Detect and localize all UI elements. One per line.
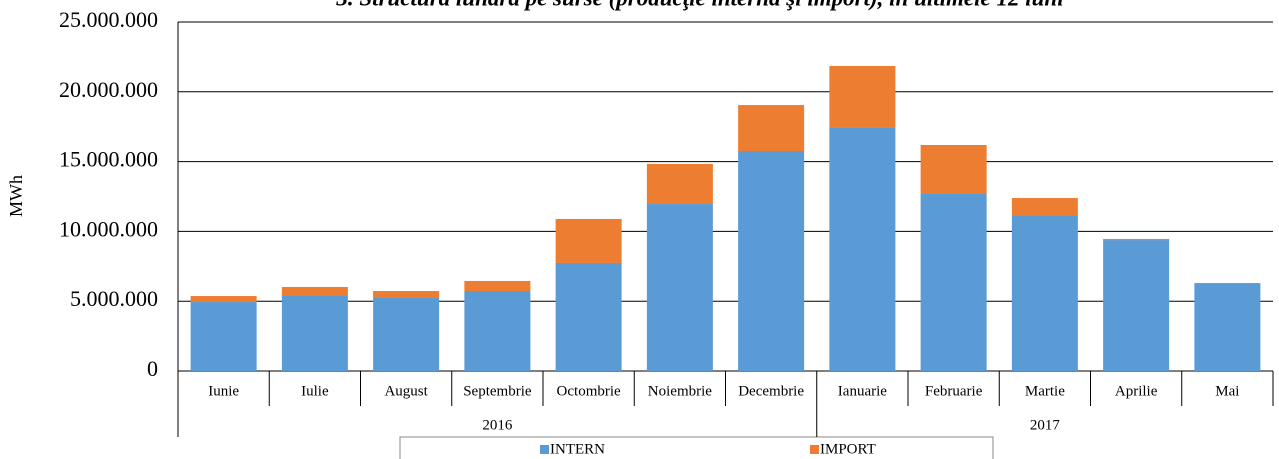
bar-segment (738, 105, 805, 151)
bar-segment (190, 296, 257, 303)
bar-segment (555, 218, 622, 263)
bar-segment (646, 163, 713, 205)
chart-title: 3. Structura lunară pe surse (producţie … (335, 0, 1064, 10)
x-tick-label: Noiembrie (648, 383, 712, 399)
bar-segment (1194, 283, 1261, 371)
x-tick-label: Iulie (301, 383, 329, 399)
legend-label: IMPORT (820, 441, 876, 457)
y-tick-label: 0 (147, 356, 158, 381)
group-label: 2017 (1030, 417, 1061, 433)
bar-segment (738, 150, 805, 371)
x-tick-label: Mai (1215, 383, 1239, 399)
y-tick-label: 20.000.000 (59, 77, 158, 102)
x-tick-label: Februarie (925, 383, 983, 399)
bar-segment (555, 262, 622, 371)
bar-segment (373, 297, 440, 371)
y-tick-label: 5.000.000 (70, 286, 158, 311)
bar-segment (190, 302, 257, 371)
bar-segment (464, 280, 531, 292)
legend-swatch (540, 445, 549, 454)
x-tick-label: Martie (1025, 383, 1065, 399)
legend-label: INTERN (550, 441, 605, 457)
x-tick-label: Iunie (208, 383, 239, 399)
x-tick-label: Decembrie (738, 383, 804, 399)
x-tick-label: Septembrie (463, 383, 532, 399)
legend-swatch (810, 445, 819, 454)
bar-segment (829, 65, 896, 128)
bar-segment (920, 193, 987, 371)
bar-segment (1011, 198, 1078, 216)
group-label: 2016 (482, 417, 513, 433)
y-tick-label: 10.000.000 (59, 216, 158, 241)
bar-segment (646, 204, 713, 371)
bar-segment (1011, 215, 1078, 371)
bar-segment (1103, 238, 1170, 241)
x-tick-label: Aprilie (1115, 383, 1158, 399)
x-tick-label: Octombrie (557, 383, 621, 399)
y-tick-label: 25.000.000 (59, 7, 158, 32)
bar-segment (281, 295, 348, 371)
x-tick-label: August (384, 383, 428, 399)
bar-segment (920, 144, 987, 194)
bar-segment (373, 291, 440, 298)
y-axis-label: MWh (6, 175, 26, 217)
x-tick-label: Ianuarie (838, 383, 887, 399)
legend-box (399, 436, 994, 459)
y-tick-label: 15.000.000 (59, 147, 158, 172)
bar-segment (1103, 240, 1170, 371)
bar-segment (829, 127, 896, 372)
bar-segment (464, 291, 531, 371)
bar-segment (281, 286, 348, 296)
